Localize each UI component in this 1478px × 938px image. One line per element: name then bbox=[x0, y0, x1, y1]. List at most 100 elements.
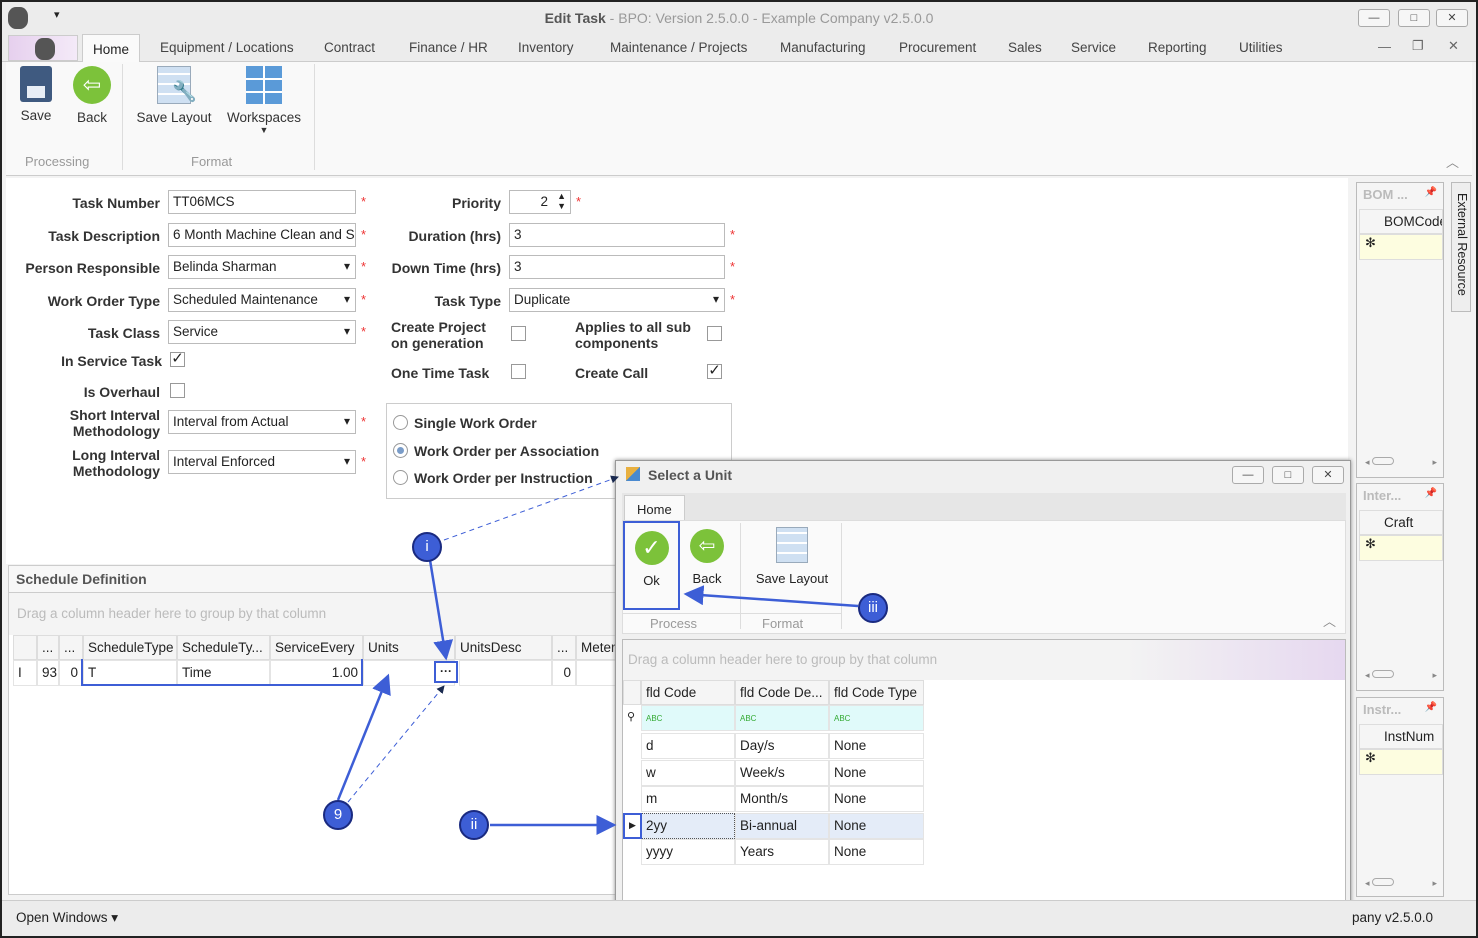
tab-finance-hr[interactable]: Finance / HR bbox=[409, 40, 488, 55]
collapse-ribbon-icon[interactable]: ︿ bbox=[1446, 155, 1460, 170]
column-header-meter[interactable]: Meter bbox=[576, 635, 616, 660]
person-responsible-dropdown[interactable]: Belinda Sharman bbox=[168, 255, 356, 279]
dialog-maximize-button[interactable]: □ bbox=[1272, 466, 1304, 484]
dialog-tab-home[interactable]: Home bbox=[624, 495, 685, 522]
minimize-button[interactable]: — bbox=[1358, 9, 1390, 27]
tab-equipment-locations[interactable]: Equipment / Locations bbox=[160, 40, 294, 55]
is-overhaul-checkbox[interactable] bbox=[170, 383, 185, 398]
pin-icon[interactable]: 📌 bbox=[1424, 702, 1437, 713]
close-button[interactable]: ✕ bbox=[1436, 9, 1468, 27]
column-header[interactable]: ... bbox=[37, 635, 59, 660]
cell-type[interactable]: None bbox=[829, 839, 924, 865]
save-layout-button[interactable]: 🔧 Save Layout bbox=[134, 66, 214, 125]
create-call-checkbox[interactable]: ✓ bbox=[707, 362, 722, 379]
workspaces-button[interactable]: Workspaces ▼ bbox=[226, 66, 302, 135]
column-header[interactable]: ... bbox=[552, 635, 576, 660]
cell-code[interactable]: 2yy bbox=[641, 812, 735, 839]
pin-icon[interactable]: 📌 bbox=[1424, 488, 1437, 499]
column-header[interactable]: ... bbox=[59, 635, 83, 660]
work-order-per-instruction-radio[interactable] bbox=[393, 470, 408, 485]
horizontal-scrollbar[interactable]: ◂ ▸ bbox=[1365, 670, 1437, 680]
column-header-units-desc[interactable]: UnitsDesc bbox=[455, 635, 552, 660]
application-menu-button[interactable] bbox=[8, 35, 78, 61]
cell-code[interactable]: m bbox=[641, 786, 735, 812]
cell-code[interactable]: d bbox=[641, 733, 735, 759]
cell-code[interactable]: yyyy bbox=[641, 839, 735, 865]
horizontal-scrollbar[interactable]: ◂ ▸ bbox=[1365, 878, 1437, 888]
work-order-type-dropdown[interactable]: Scheduled Maintenance bbox=[168, 288, 356, 312]
quick-access-dropdown-icon[interactable]: ▾ bbox=[54, 9, 60, 21]
cell-type[interactable]: None bbox=[829, 759, 924, 786]
cell-schedule-type-desc[interactable]: Time bbox=[177, 660, 270, 686]
single-work-order-radio[interactable] bbox=[393, 415, 408, 430]
column-header-schedule-type-desc[interactable]: ScheduleTy... bbox=[177, 635, 270, 660]
column-header-fld-code-type[interactable]: fld Code Type bbox=[829, 680, 924, 705]
dialog-back-button[interactable]: ⇦ Back bbox=[685, 529, 729, 586]
tab-home[interactable]: Home bbox=[82, 34, 141, 63]
mdi-close-button[interactable]: ✕ bbox=[1448, 38, 1459, 53]
column-header-schedule-type[interactable]: ScheduleType bbox=[83, 635, 177, 660]
tab-utilities[interactable]: Utilities bbox=[1239, 40, 1283, 55]
filter-cell-fld-code[interactable]: ABC bbox=[641, 705, 735, 731]
tab-inventory[interactable]: Inventory bbox=[518, 40, 574, 55]
cell-units-desc[interactable] bbox=[459, 660, 552, 686]
save-button[interactable]: Save bbox=[14, 66, 58, 123]
one-time-task-checkbox[interactable] bbox=[511, 364, 526, 379]
mdi-restore-button[interactable]: ❐ bbox=[1412, 38, 1424, 53]
task-class-dropdown[interactable]: Service bbox=[168, 320, 356, 344]
units-lookup-button[interactable]: ··· bbox=[434, 661, 458, 683]
column-header-fld-code-desc[interactable]: fld Code De... bbox=[735, 680, 829, 705]
cell-desc[interactable]: Week/s bbox=[735, 759, 829, 786]
new-row[interactable]: ✻ bbox=[1359, 535, 1443, 561]
cell-service-every[interactable]: 1.00 bbox=[270, 660, 363, 686]
collapse-ribbon-icon[interactable]: ︿ bbox=[1323, 614, 1337, 629]
tab-procurement[interactable]: Procurement bbox=[899, 40, 977, 55]
task-type-dropdown[interactable]: Duplicate bbox=[509, 288, 725, 312]
in-service-task-checkbox[interactable]: ✓ bbox=[170, 350, 185, 367]
cell-type[interactable]: None bbox=[829, 786, 924, 812]
column-header-service-every[interactable]: ServiceEvery bbox=[270, 635, 363, 660]
open-windows-button[interactable]: Open Windows ▾ bbox=[16, 910, 119, 925]
long-interval-dropdown[interactable]: Interval Enforced bbox=[168, 450, 356, 474]
cell-desc[interactable]: Bi-annual bbox=[735, 812, 829, 839]
new-row[interactable]: ✻ bbox=[1359, 234, 1443, 260]
applies-to-all-checkbox[interactable] bbox=[707, 326, 722, 341]
back-button[interactable]: ⇦ Back bbox=[70, 66, 114, 125]
dialog-close-button[interactable]: ✕ bbox=[1312, 466, 1344, 484]
cell[interactable]: 0 bbox=[552, 660, 576, 686]
tab-maintenance-projects[interactable]: Maintenance / Projects bbox=[610, 40, 748, 55]
cell-desc[interactable]: Day/s bbox=[735, 733, 829, 759]
cell[interactable]: 93 bbox=[37, 660, 59, 686]
dialog-save-layout-button[interactable]: Save Layout bbox=[749, 527, 835, 586]
tab-reporting[interactable]: Reporting bbox=[1148, 40, 1207, 55]
new-row[interactable]: ✻ bbox=[1359, 749, 1443, 775]
column-header-instnum[interactable]: InstNum bbox=[1359, 724, 1443, 749]
dialog-minimize-button[interactable]: — bbox=[1232, 466, 1264, 484]
horizontal-scrollbar[interactable]: ◂ ▸ bbox=[1365, 457, 1437, 467]
column-header-bomcode[interactable]: BOMCode bbox=[1359, 209, 1443, 234]
short-interval-dropdown[interactable]: Interval from Actual bbox=[168, 410, 356, 434]
tab-sales[interactable]: Sales bbox=[1008, 40, 1042, 55]
pin-icon[interactable]: 📌 bbox=[1424, 187, 1437, 198]
tab-manufacturing[interactable]: Manufacturing bbox=[780, 40, 866, 55]
cell-desc[interactable]: Years bbox=[735, 839, 829, 865]
cell-desc[interactable]: Month/s bbox=[735, 786, 829, 812]
tab-contract[interactable]: Contract bbox=[324, 40, 376, 55]
down-time-input[interactable]: 3 bbox=[509, 255, 725, 279]
filter-cell-fld-code-type[interactable]: ABC bbox=[829, 705, 924, 731]
mdi-minimize-button[interactable]: — bbox=[1378, 39, 1391, 54]
cell[interactable]: 0 bbox=[59, 660, 83, 686]
priority-spinner[interactable]: 2 ▲ ▼ bbox=[509, 190, 571, 214]
task-description-input[interactable]: 6 Month Machine Clean and Se bbox=[168, 223, 356, 247]
cell-code[interactable]: w bbox=[641, 759, 735, 786]
column-header-craft[interactable]: Craft bbox=[1359, 510, 1443, 535]
create-project-checkbox[interactable] bbox=[511, 326, 526, 341]
duration-input[interactable]: 3 bbox=[509, 223, 725, 247]
work-order-per-association-radio[interactable] bbox=[393, 443, 408, 458]
cell-schedule-type[interactable]: T bbox=[83, 660, 177, 686]
column-header-fld-code[interactable]: fld Code bbox=[641, 680, 735, 705]
filter-cell-fld-code-desc[interactable]: ABC bbox=[735, 705, 829, 731]
ok-button[interactable]: ✓ Ok bbox=[623, 521, 680, 610]
cell-type[interactable]: None bbox=[829, 733, 924, 759]
task-number-input[interactable]: TT06MCS bbox=[168, 190, 356, 214]
